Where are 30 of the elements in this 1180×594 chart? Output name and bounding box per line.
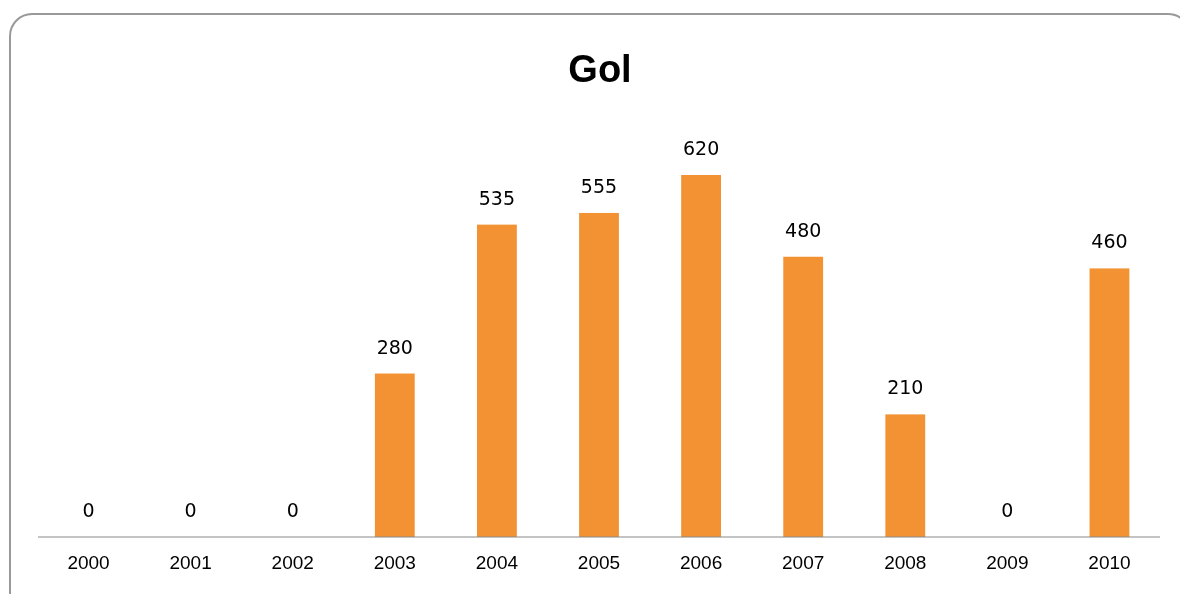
bar <box>579 212 619 537</box>
x-tick-label: 2001 <box>169 551 212 573</box>
data-label: 0 <box>184 499 197 521</box>
data-label: 280 <box>376 335 413 358</box>
data-label: 555 <box>580 174 618 197</box>
data-label: 0 <box>286 499 299 521</box>
x-tick-label: 2005 <box>577 551 621 573</box>
data-label: 0 <box>82 499 95 521</box>
data-label: 535 <box>478 186 516 209</box>
bar <box>477 224 517 537</box>
data-label: 620 <box>682 137 720 159</box>
x-tick-label: 2000 <box>67 551 110 573</box>
bar <box>374 373 415 537</box>
data-label: 0 <box>1001 499 1014 521</box>
bar <box>885 414 926 537</box>
bar <box>783 256 824 537</box>
x-tick-label: 2010 <box>1088 551 1131 573</box>
chart-title: Gol <box>568 48 632 90</box>
x-tick-label: 2003 <box>373 551 416 573</box>
x-tick-label: 2002 <box>271 551 314 573</box>
bar <box>681 175 721 537</box>
data-label: 480 <box>785 218 822 241</box>
x-tick-label: 2009 <box>986 551 1029 573</box>
data-label: 210 <box>887 376 924 399</box>
x-tick-label: 2006 <box>679 551 723 573</box>
data-label: 460 <box>1091 230 1128 253</box>
x-tick-label: 2008 <box>884 551 927 573</box>
bar <box>1089 268 1130 537</box>
x-tick-label: 2007 <box>782 551 825 573</box>
x-tick-label: 2004 <box>475 551 519 573</box>
